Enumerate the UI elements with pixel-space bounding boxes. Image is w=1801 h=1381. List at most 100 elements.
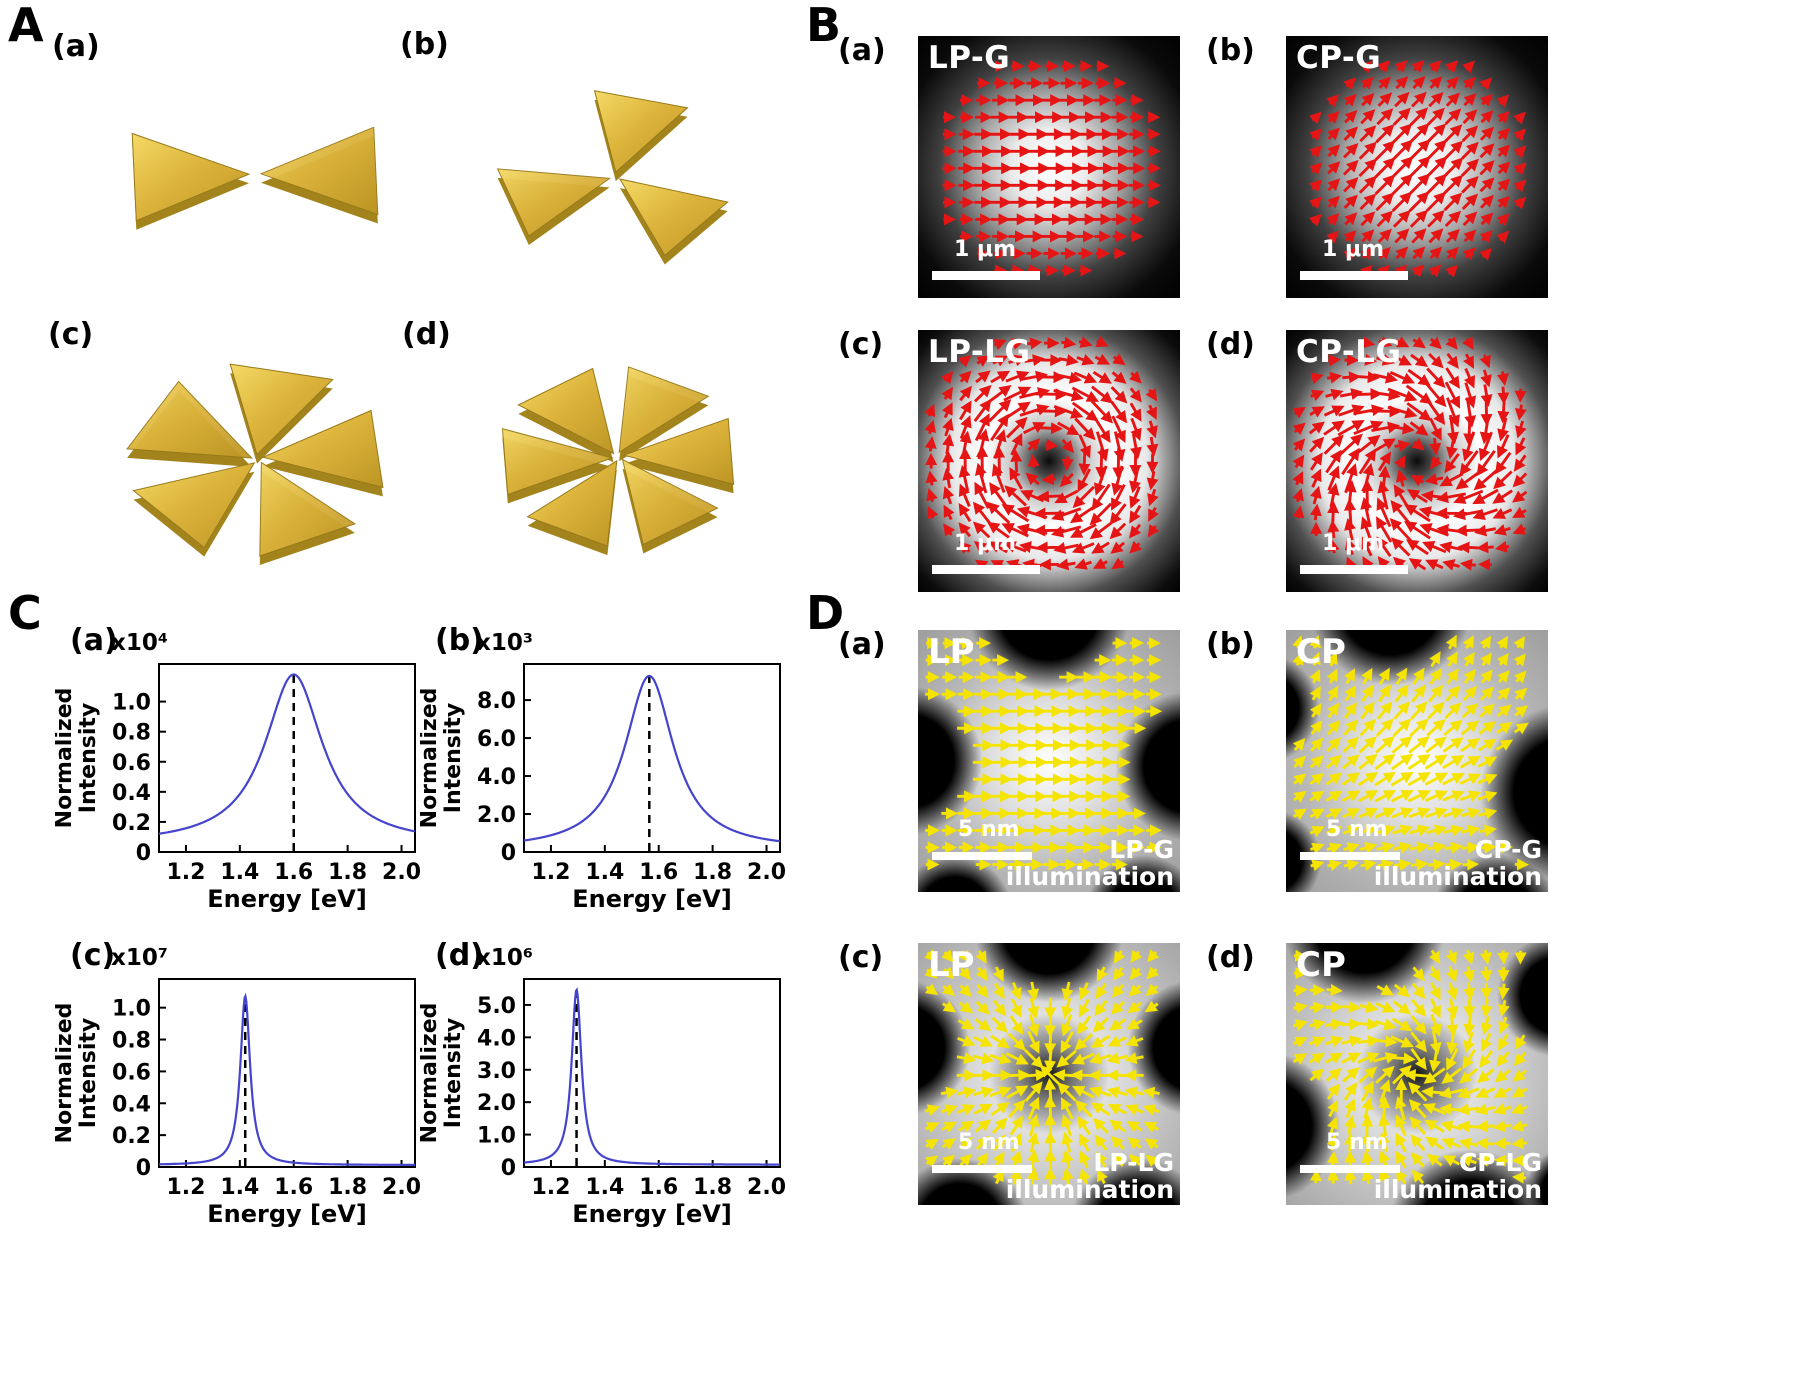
gold-nanotriangle-hexamer-image xyxy=(501,366,735,556)
cp-g-field-image xyxy=(1286,36,1548,298)
spectrum-chart-d: 1.2 1.4 1.6 1.8 2.0 0 1.0 2.0 3.0 4.0 5.0 x10⁶ Energ… xyxy=(420,945,786,1228)
scalebar xyxy=(932,271,1040,280)
nearfield-map-lp-lg: LP 5 nm LP-LG illumination xyxy=(918,943,1180,1205)
chart-c-label: (c) xyxy=(70,938,116,973)
svg-text:2.0: 2.0 xyxy=(747,1175,786,1200)
scalebar-label: 1 μm xyxy=(954,531,1017,556)
illumination-caption: CP-LG illumination xyxy=(1374,1149,1542,1203)
svg-text:0: 0 xyxy=(136,1156,151,1181)
illumination-word: illumination xyxy=(1005,862,1174,891)
svg-text:8.0: 8.0 xyxy=(477,689,516,714)
lp-g-field-image xyxy=(918,36,1180,298)
scalebar xyxy=(1300,1165,1400,1173)
svg-text:Energy [eV]: Energy [eV] xyxy=(207,1200,367,1228)
svg-text:4.0: 4.0 xyxy=(477,1026,516,1051)
subfig-d-b-label: (b) xyxy=(1206,627,1255,662)
illumination-caption: LP-LG illumination xyxy=(1006,1149,1174,1203)
cp-lg-nearfield-image xyxy=(1286,943,1548,1205)
subfig-a-b-label: (b) xyxy=(400,27,449,62)
subfig-d-d-label: (d) xyxy=(1206,940,1255,975)
illumination-mode: LP-G xyxy=(1109,835,1174,864)
subfig-b-b-label: (b) xyxy=(1206,33,1255,68)
spectrum-chart-a: 1.2 1.4 1.6 1.8 2.0 0 0.2 0.4 0.6 0.8 1.0 x10⁴ Energ… xyxy=(55,630,421,913)
gold-nanotriangle-pentamer-image xyxy=(126,363,384,565)
subfig-a-d-label: (d) xyxy=(402,317,451,352)
svg-text:Energy [eV]: Energy [eV] xyxy=(207,885,367,913)
beam-map-lp-g: LP-G 1 μm xyxy=(918,36,1180,298)
beam-mode-label: CP-G xyxy=(1296,40,1382,76)
subfig-b-a-label: (a) xyxy=(838,33,886,68)
svg-text:Intensity: Intensity xyxy=(441,1018,466,1128)
subfig-d-c-label: (c) xyxy=(838,940,884,975)
svg-text:x10⁶: x10⁶ xyxy=(476,945,533,971)
svg-text:1.8: 1.8 xyxy=(328,1175,367,1200)
svg-text:1.8: 1.8 xyxy=(693,860,732,885)
scalebar-label: 5 nm xyxy=(1326,1130,1388,1155)
nearfield-map-cp-lg: CP 5 nm CP-LG illumination xyxy=(1286,943,1548,1205)
beam-map-cp-g: CP-G 1 μm xyxy=(1286,36,1548,298)
svg-text:1.6: 1.6 xyxy=(274,1175,313,1200)
panel-d-letter: D xyxy=(806,586,845,640)
svg-text:Intensity: Intensity xyxy=(76,1018,101,1128)
beam-mode-label: LP-LG xyxy=(928,334,1031,370)
cp-g-nearfield-image xyxy=(1286,630,1548,892)
svg-text:1.2: 1.2 xyxy=(531,860,570,885)
svg-text:1.6: 1.6 xyxy=(639,860,678,885)
svg-text:x10⁴: x10⁴ xyxy=(111,630,168,656)
svg-text:1.4: 1.4 xyxy=(585,1175,624,1200)
illumination-caption: CP-G illumination xyxy=(1374,836,1542,890)
svg-text:4.0: 4.0 xyxy=(477,765,516,790)
gold-nanotriangle-trimer-image xyxy=(496,90,729,265)
svg-text:Intensity: Intensity xyxy=(76,703,101,813)
lp-lg-field-image xyxy=(918,330,1180,592)
svg-text:1.2: 1.2 xyxy=(166,1175,205,1200)
svg-text:Energy [eV]: Energy [eV] xyxy=(572,1200,732,1228)
svg-text:Normalized: Normalized xyxy=(420,1003,442,1144)
svg-text:Normalized: Normalized xyxy=(55,688,77,829)
svg-text:0: 0 xyxy=(501,841,516,866)
polarization-label: CP xyxy=(1296,632,1346,672)
scalebar xyxy=(932,1165,1032,1173)
scalebar xyxy=(932,565,1040,574)
subfig-a-c-label: (c) xyxy=(48,317,94,352)
beam-mode-label: LP-G xyxy=(928,40,1011,76)
svg-text:1.0: 1.0 xyxy=(112,997,151,1022)
svg-text:1.0: 1.0 xyxy=(112,691,151,716)
scalebar-label: 1 μm xyxy=(1322,237,1385,262)
svg-text:1.6: 1.6 xyxy=(639,1175,678,1200)
svg-text:2.0: 2.0 xyxy=(747,860,786,885)
polarization-label: CP xyxy=(1296,945,1346,985)
svg-text:0: 0 xyxy=(501,1156,516,1181)
svg-text:Energy [eV]: Energy [eV] xyxy=(572,885,732,913)
illumination-caption: LP-G illumination xyxy=(1006,836,1174,890)
spectrum-chart-b: 1.2 1.4 1.6 1.8 2.0 0 2.0 4.0 6.0 8.0 x10³ Energy [… xyxy=(420,630,786,913)
svg-text:0.2: 0.2 xyxy=(112,1124,151,1149)
svg-text:1.4: 1.4 xyxy=(585,860,624,885)
svg-text:0.8: 0.8 xyxy=(112,721,151,746)
svg-text:1.0: 1.0 xyxy=(477,1124,516,1149)
lp-g-nearfield-image xyxy=(918,630,1180,892)
panel-c-letter: C xyxy=(8,586,42,640)
svg-text:2.0: 2.0 xyxy=(382,1175,421,1200)
subfig-a-a-label: (a) xyxy=(52,29,100,64)
scalebar-label: 5 nm xyxy=(958,817,1020,842)
panel-b-letter: B xyxy=(806,0,842,52)
svg-text:0.6: 0.6 xyxy=(112,751,151,776)
svg-text:1.8: 1.8 xyxy=(328,860,367,885)
svg-text:2.0: 2.0 xyxy=(477,803,516,828)
svg-text:1.4: 1.4 xyxy=(220,860,259,885)
cp-lg-field-image xyxy=(1286,330,1548,592)
scalebar-label: 5 nm xyxy=(1326,817,1388,842)
svg-text:1.2: 1.2 xyxy=(531,1175,570,1200)
scalebar-label: 1 μm xyxy=(954,237,1017,262)
svg-text:3.0: 3.0 xyxy=(477,1059,516,1084)
polarization-label: LP xyxy=(928,945,975,985)
svg-text:0.6: 0.6 xyxy=(112,1060,151,1085)
illumination-mode: CP-LG xyxy=(1458,1148,1542,1177)
svg-text:0.4: 0.4 xyxy=(112,1092,151,1117)
lp-lg-nearfield-image xyxy=(918,943,1180,1205)
beam-map-cp-lg: CP-LG 1 μm xyxy=(1286,330,1548,592)
scalebar xyxy=(1300,271,1408,280)
spectrum-chart-c: 1.2 1.4 1.6 1.8 2.0 0 0.2 0.4 0.6 0.8 1.0 x10⁷ Energ… xyxy=(55,945,421,1228)
